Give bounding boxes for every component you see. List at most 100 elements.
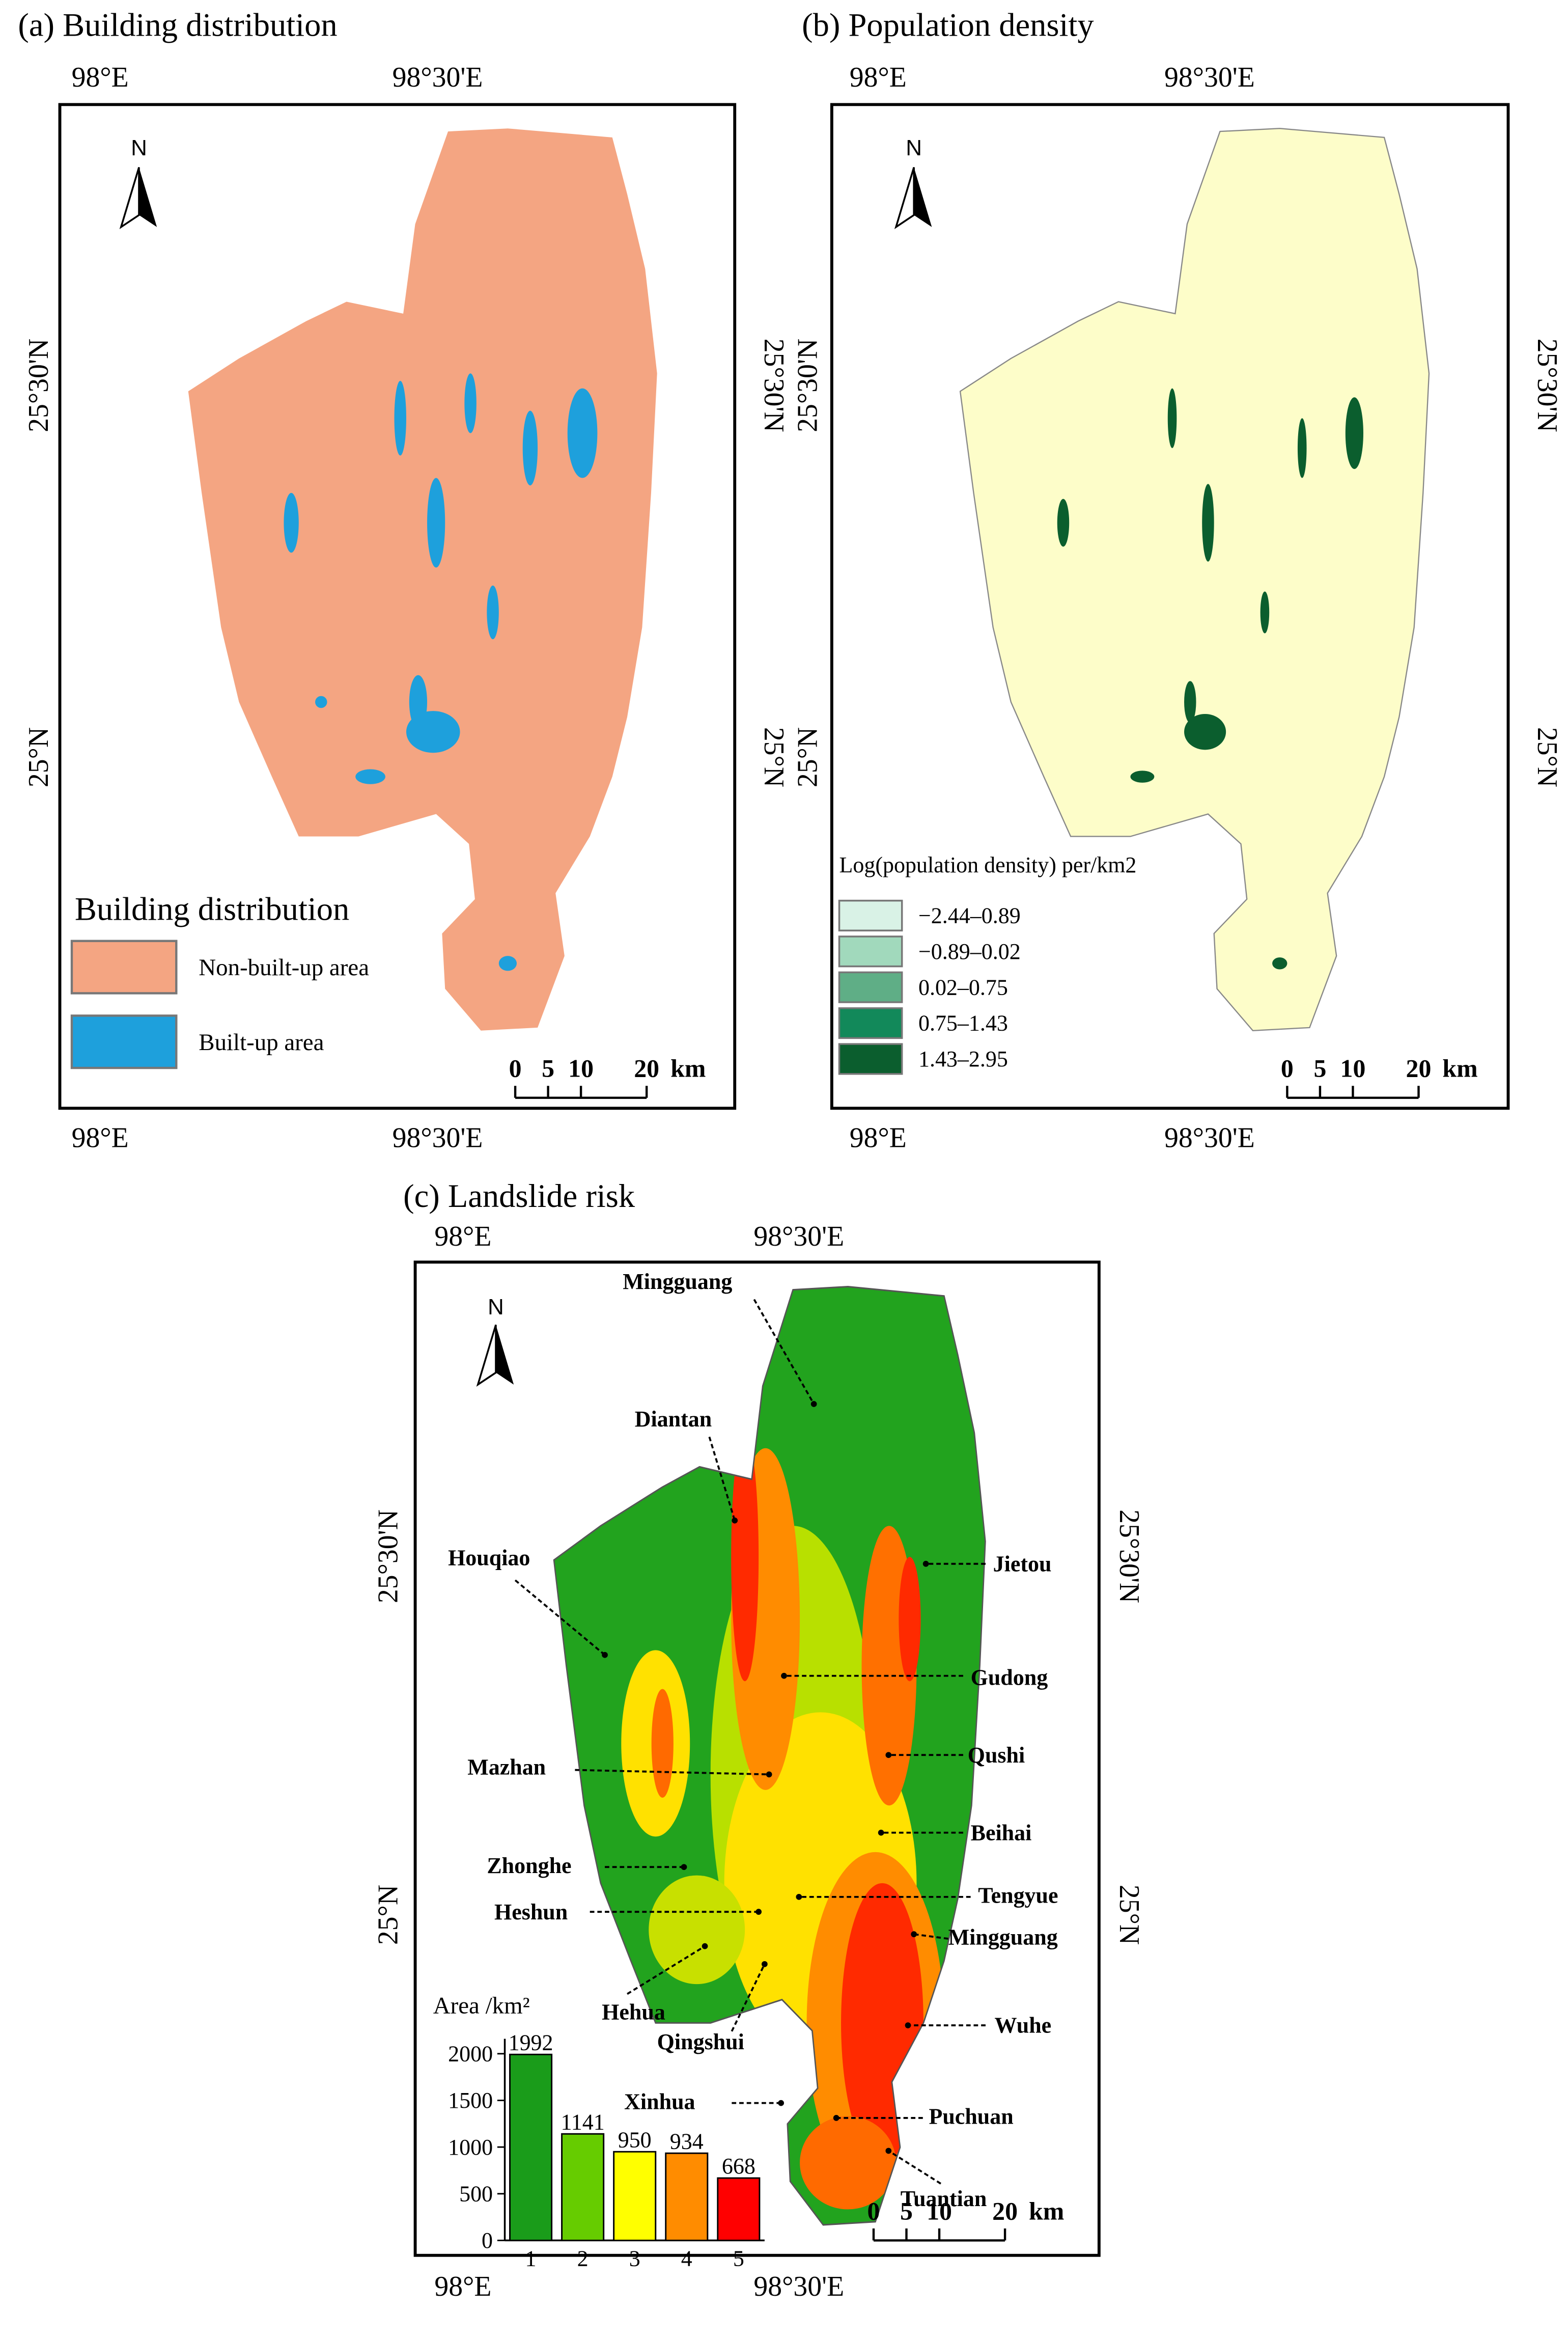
x-tick-label: 3	[629, 2246, 640, 2271]
town-point	[778, 2100, 784, 2106]
legend-swatch	[70, 940, 178, 995]
lon-label: 98°E	[850, 1122, 907, 1154]
town-pointer	[575, 1769, 769, 1776]
map-frame	[58, 103, 737, 1110]
chart-ylabel: Area /km²	[433, 1993, 530, 2019]
town-label: Tuantian	[901, 2186, 987, 2211]
scalebar-label: 5	[542, 1055, 554, 1083]
scalebar-unit: km	[1442, 1055, 1477, 1083]
lon-label: 98°30'E	[1164, 62, 1255, 93]
lat-label: 25°N	[1113, 1885, 1145, 1945]
lon-label: 98°E	[72, 1122, 129, 1154]
town-point	[905, 2022, 911, 2028]
x-tick-label: 1	[525, 2246, 537, 2271]
y-tick-label: 1500	[448, 2088, 493, 2113]
lat-label: 25°30'N	[23, 339, 54, 432]
map-frame	[413, 1260, 1101, 2257]
legend-label: 1.43–2.95	[918, 1047, 1008, 1071]
legend-title: Building distribution	[75, 891, 349, 927]
scalebar-label: 0	[509, 1055, 522, 1083]
town-pointer	[753, 1299, 815, 1405]
town-point	[885, 2148, 892, 2154]
town-label: Beihai	[971, 1820, 1032, 1845]
town-label: Wuhe	[995, 2013, 1052, 2038]
scalebar-label: 5	[900, 2197, 913, 2225]
lon-label: 98°30'E	[393, 1122, 483, 1154]
lon-label: 98°E	[850, 62, 907, 93]
lat-label: 25°30'N	[1531, 339, 1563, 432]
north-label: N	[488, 1295, 504, 1319]
scalebar-unit: km	[670, 1055, 706, 1083]
town-label: Hehua	[602, 1999, 665, 2024]
town-label: Diantan	[635, 1407, 712, 1432]
town-label: Mingguang	[948, 1925, 1058, 1950]
legend-label: −0.89–0.02	[918, 939, 1021, 964]
town-point	[602, 1652, 608, 1658]
town-label: Qushi	[968, 1743, 1025, 1768]
lon-label: 98°30'E	[393, 62, 483, 93]
region-map	[959, 127, 1430, 1032]
town-point	[732, 1517, 738, 1524]
lon-label: 98°30'E	[1164, 1122, 1255, 1154]
town-label: Gudong	[971, 1665, 1048, 1690]
scalebar-unit: km	[1029, 2197, 1064, 2225]
scalebar-label: 0	[867, 2197, 880, 2225]
value-label: 668	[722, 2154, 755, 2179]
value-label: 950	[618, 2127, 652, 2152]
town-pointer	[913, 1933, 948, 1940]
town-point	[810, 1401, 817, 1407]
town-label: Mazhan	[467, 1754, 546, 1779]
legend-swatch	[838, 971, 903, 1003]
town-pointer	[514, 1579, 606, 1656]
scalebar-label: 10	[1340, 1055, 1366, 1083]
legend-label: Built-up area	[199, 1029, 324, 1056]
lon-label: 98°E	[72, 62, 129, 93]
scalebar-label: 5	[1313, 1055, 1326, 1083]
panel-title: (a) Building distribution	[18, 7, 337, 43]
town-pointer	[731, 1963, 766, 2032]
scalebar-label: 0	[1281, 1055, 1294, 1083]
x-tick-label: 5	[733, 2246, 744, 2271]
bar	[613, 2151, 657, 2241]
lat-label: 25°30'N	[792, 339, 824, 432]
town-label: Puchuan	[929, 2104, 1013, 2129]
town-point	[878, 1829, 884, 1836]
region-map	[188, 128, 657, 1031]
town-label: Mingguang	[623, 1269, 732, 1294]
map-frame	[830, 103, 1510, 1110]
north-arrow	[477, 1324, 515, 1386]
town-point	[796, 1893, 802, 1900]
panel-title: (c) Landslide risk	[403, 1178, 635, 1214]
region-map	[553, 1286, 986, 2226]
north-label: N	[131, 135, 147, 160]
y-tick-label: 2000	[448, 2041, 493, 2066]
lat-label: 25°30'N	[758, 339, 790, 432]
value-label: 1141	[561, 2109, 604, 2134]
y-tick-label: 1000	[448, 2135, 493, 2160]
lon-label: 98°30'E	[753, 2271, 844, 2302]
scalebar-label: 20	[1406, 1055, 1432, 1083]
y-tick-label: 0	[482, 2228, 493, 2253]
town-point	[911, 1931, 917, 1938]
scalebar-label: 20	[992, 2197, 1018, 2225]
town-point	[762, 1961, 768, 1967]
town-point	[681, 1864, 687, 1870]
value-label: 1992	[509, 2030, 553, 2055]
north-label: N	[906, 135, 922, 160]
lon-label: 98°E	[434, 1221, 491, 1252]
bar	[717, 2177, 761, 2241]
town-point	[922, 1560, 929, 1567]
town-label: Heshun	[494, 1900, 568, 1924]
town-pointer	[627, 1945, 706, 1995]
town-point	[833, 2115, 839, 2121]
north-arrow	[120, 166, 158, 228]
legend-label: 0.02–0.75	[918, 975, 1008, 1000]
panel-title: (b) Population density	[802, 7, 1094, 43]
bar	[509, 2053, 553, 2241]
legend-swatch	[70, 1014, 178, 1069]
scalebar-label: 10	[927, 2197, 952, 2225]
town-label: Houqiao	[448, 1546, 530, 1571]
x-tick-label: 4	[681, 2246, 692, 2271]
lat-label: 25°N	[792, 727, 824, 787]
legend-swatch	[838, 1043, 903, 1075]
